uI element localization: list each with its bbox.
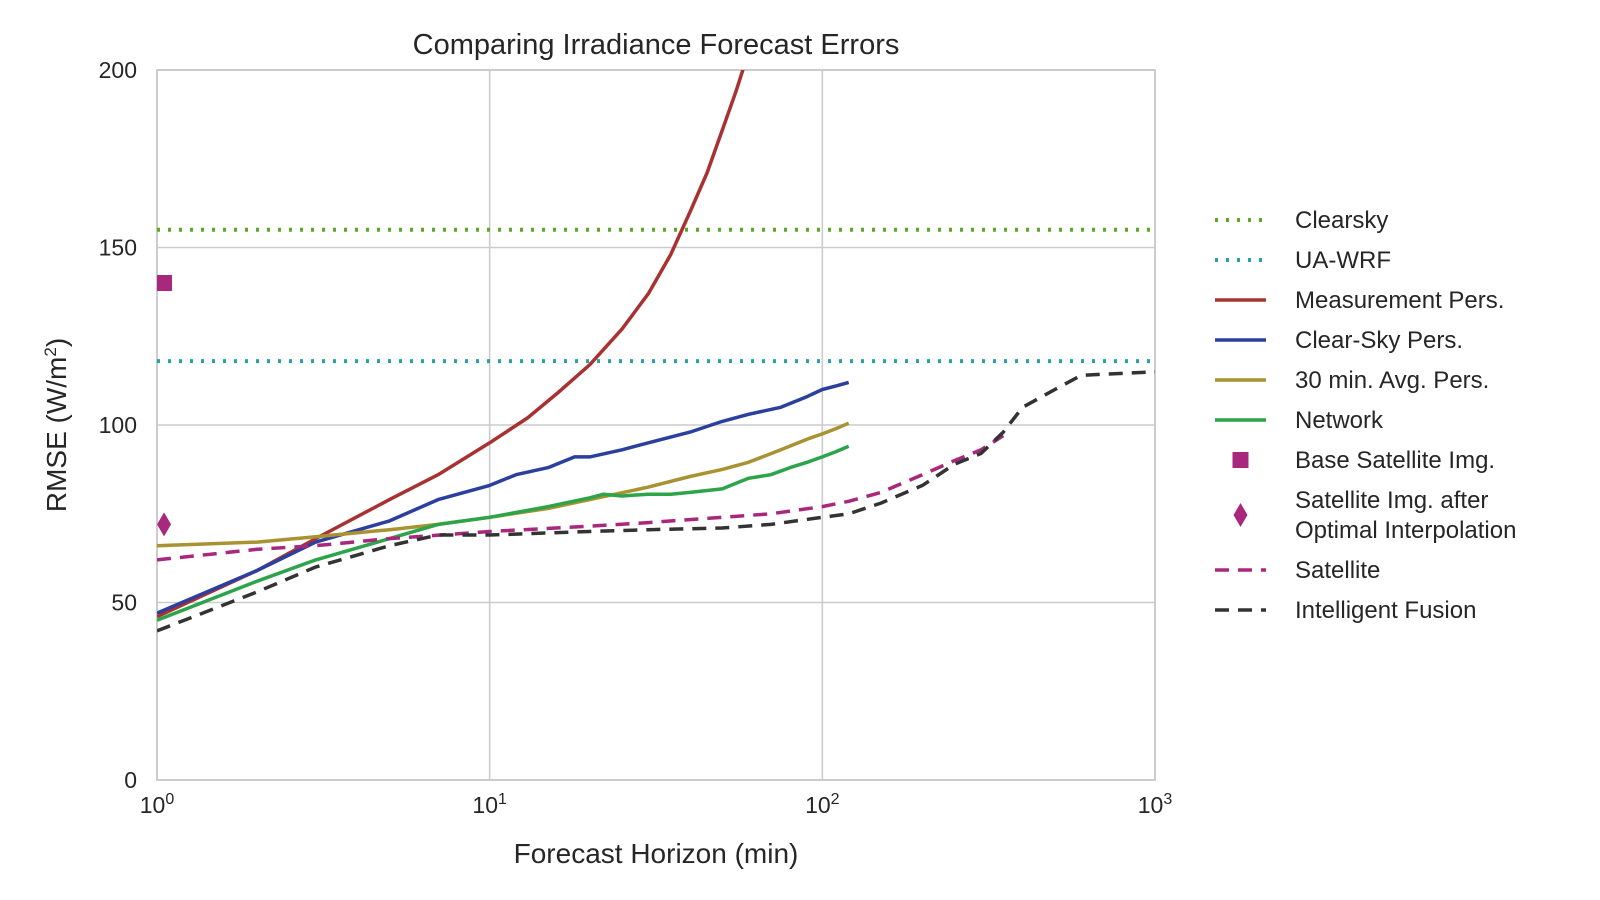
legend-label-4: 30 min. Avg. Pers. (1295, 367, 1489, 394)
series-5-line (157, 444, 850, 622)
legend-label-2: Measurement Pers. (1295, 287, 1504, 314)
series-9-line (157, 370, 1155, 633)
legend-item-9: Intelligent Fusion (1215, 597, 1476, 624)
series-3-line (157, 380, 850, 615)
series-2-line (157, 70, 745, 619)
y-axis-label-superscript: 2 (41, 347, 60, 356)
y-axis-label: RMSE (W/m2) (41, 338, 72, 512)
y-tick-label-0: 0 (124, 767, 137, 793)
x-axis-label: Forecast Horizon (min) (514, 838, 799, 869)
legend-label-3: Clear-Sky Pers. (1295, 327, 1463, 354)
legend-label-9: Intelligent Fusion (1295, 597, 1476, 624)
y-tick-label-2: 100 (99, 412, 137, 438)
legend-item-5: Network (1215, 407, 1384, 434)
y-axis-label-main: RMSE (W/m (41, 357, 72, 513)
y-tick-label-3: 150 (99, 235, 137, 261)
legend-swatch-6 (1232, 452, 1249, 468)
legend-item-4: 30 min. Avg. Pers. (1215, 367, 1489, 394)
y-axis-ticks: 0 50 100 150 200 (99, 57, 137, 793)
legend: Clearsky UA-WRF Measurement Pers. Clear-Sky… (1215, 207, 1516, 624)
series-8-line (157, 434, 1005, 562)
y-tick-label-1: 50 (111, 590, 137, 616)
legend-item-3: Clear-Sky Pers. (1215, 327, 1463, 354)
y-tick-label-4: 200 (99, 57, 137, 83)
series-4-line (157, 421, 850, 548)
y-axis-label-end: ) (41, 338, 72, 347)
legend-item-1: UA-WRF (1215, 247, 1391, 274)
legend-item-8: Satellite (1215, 557, 1380, 584)
x-tick-label-1: 101 (472, 791, 507, 818)
grid (156, 69, 1156, 781)
legend-swatch-7 (1233, 503, 1248, 527)
series-layer (157, 70, 1155, 633)
legend-label-0: Clearsky (1295, 207, 1388, 234)
series-6-square-point (157, 275, 173, 291)
plot-frame (156, 69, 1156, 781)
legend-item-6: Base Satellite Img. (1232, 447, 1495, 474)
x-tick-label-2: 102 (805, 791, 840, 818)
legend-label-1: UA-WRF (1295, 247, 1391, 274)
x-tick-label-3: 103 (1138, 791, 1173, 818)
legend-label-5: Network (1295, 407, 1384, 434)
legend-label-8: Satellite (1295, 557, 1380, 584)
x-tick-label-0: 100 (140, 791, 175, 818)
legend-item-7: Satellite Img. after Optimal Interpolatio… (1233, 487, 1516, 544)
legend-label-6: Base Satellite Img. (1295, 447, 1495, 474)
legend-item-0: Clearsky (1215, 207, 1388, 234)
series-7-diamond-point (157, 512, 172, 537)
legend-item-2: Measurement Pers. (1215, 287, 1504, 314)
legend-label-7: Satellite Img. after Optimal Interpolatio… (1295, 487, 1516, 544)
chart-title: Comparing Irradiance Forecast Errors (413, 29, 900, 61)
x-axis-ticks: 100 101 102 103 (140, 791, 1173, 818)
